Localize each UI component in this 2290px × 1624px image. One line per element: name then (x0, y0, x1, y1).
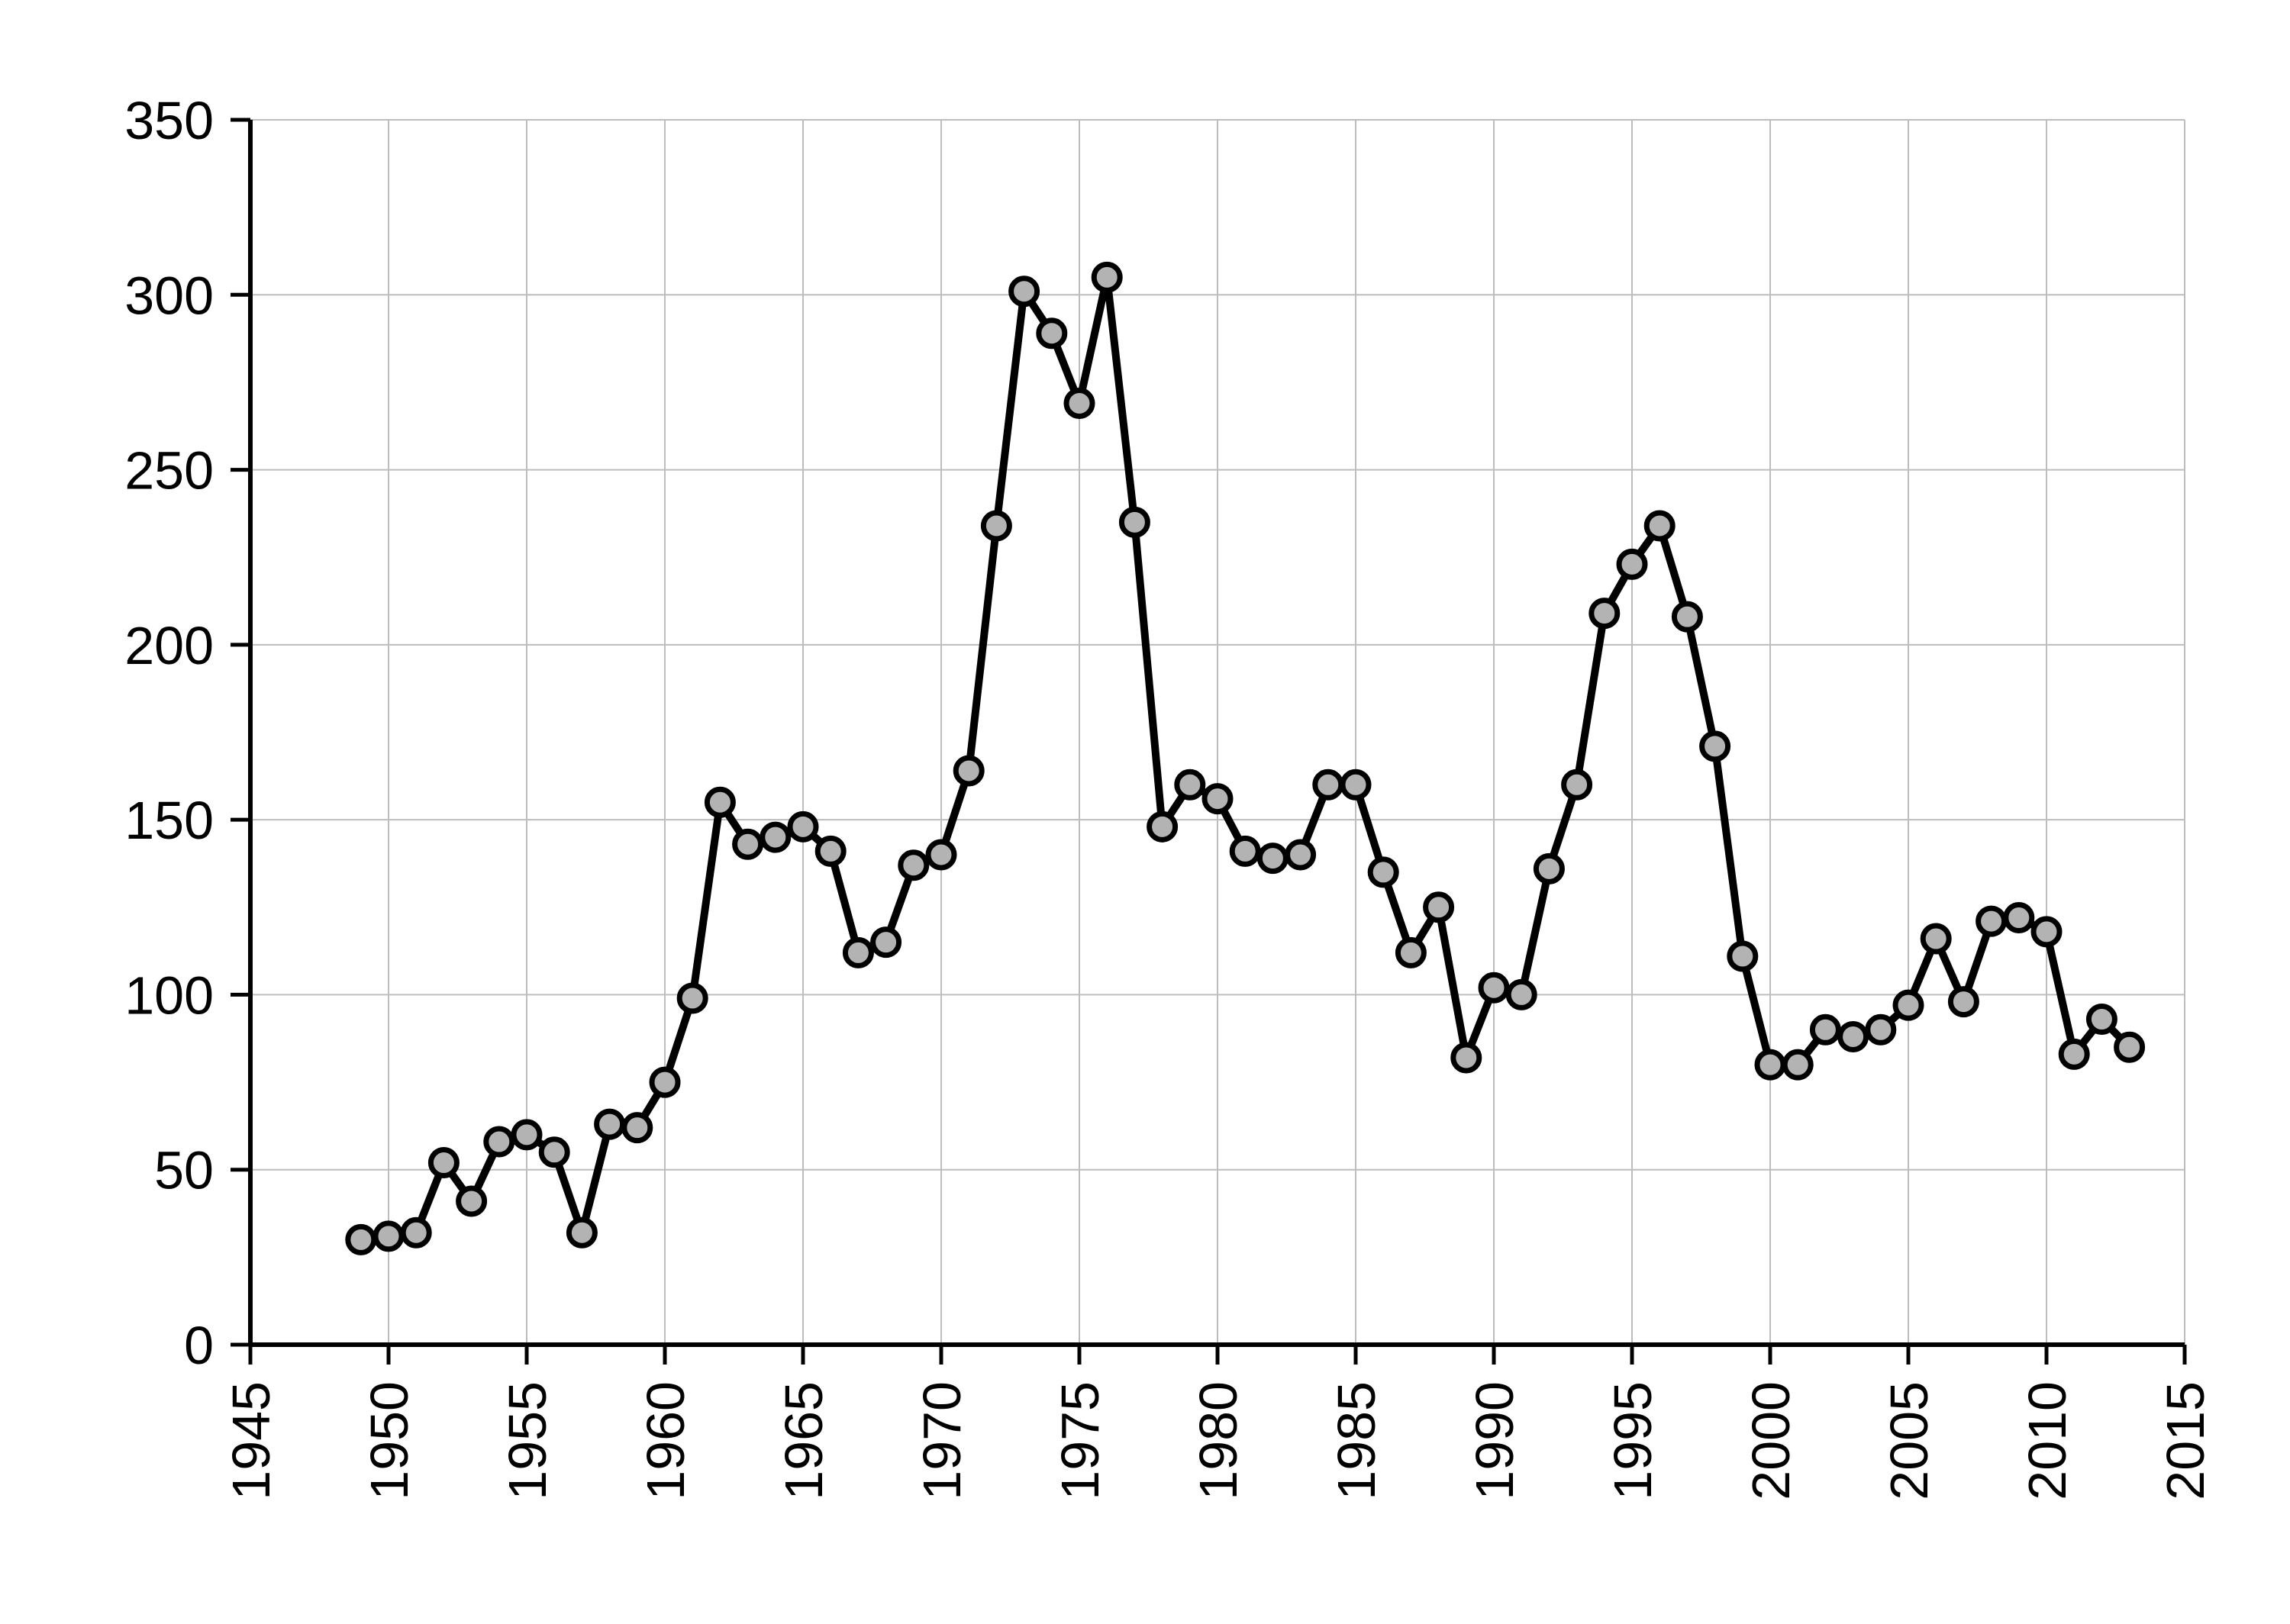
x-tick-label: 2010 (2017, 1381, 2077, 1500)
x-tick-label: 2015 (2156, 1381, 2215, 1500)
data-point (1008, 276, 1040, 308)
data-point (1036, 317, 1068, 350)
data-point (1699, 730, 1731, 762)
y-tick-label: 250 (124, 441, 214, 501)
data-point (649, 1066, 681, 1098)
data-point (1616, 548, 1648, 580)
data-series (345, 261, 2146, 1255)
x-tick-label: 1985 (1327, 1381, 1386, 1500)
data-point (953, 755, 985, 787)
y-tick-label: 300 (124, 266, 214, 325)
data-point (1147, 810, 1179, 843)
y-tick-label: 150 (124, 791, 214, 850)
data-point (566, 1216, 598, 1249)
data-point (732, 828, 764, 860)
data-point (1285, 839, 1317, 871)
data-point (2085, 1004, 2117, 1036)
data-point (814, 835, 847, 867)
data-point (373, 1220, 405, 1252)
x-tick-label: 1980 (1189, 1381, 1248, 1500)
x-tick-label: 1950 (360, 1381, 419, 1500)
data-point (1727, 940, 1759, 972)
data-point (1837, 1020, 1869, 1052)
data-point (1091, 261, 1123, 293)
y-tick-label: 200 (124, 616, 214, 675)
data-point (2114, 1031, 2146, 1063)
data-point (345, 1223, 377, 1255)
series-line (360, 276, 2133, 1246)
x-tick-label: 1970 (912, 1381, 972, 1500)
data-point (1754, 1049, 1786, 1081)
data-point (483, 1126, 515, 1158)
x-tick-label: 1955 (498, 1381, 557, 1500)
data-point (842, 936, 874, 968)
data-point (1478, 972, 1510, 1004)
data-point (427, 1147, 460, 1179)
data-point (1892, 989, 1924, 1021)
data-point (1947, 986, 1979, 1018)
data-point (621, 1112, 653, 1144)
x-tick-label: 1965 (774, 1381, 834, 1500)
x-tick-label: 1995 (1603, 1381, 1663, 1500)
data-point (1229, 835, 1261, 867)
x-tick-label: 1945 (221, 1381, 281, 1500)
data-point (456, 1185, 488, 1217)
data-point (1395, 936, 1427, 968)
data-point (1643, 510, 1676, 542)
data-point (1533, 852, 1565, 884)
x-tick-label: 1960 (636, 1381, 695, 1500)
data-point (1920, 923, 1952, 955)
y-axis-ticks: 0 50 100 150 200 250 300 350 (124, 91, 250, 1375)
data-point (870, 926, 902, 959)
data-point (594, 1108, 626, 1140)
data-point (1561, 768, 1593, 801)
data-point (1312, 768, 1344, 801)
data-point (898, 849, 930, 881)
data-point (1063, 387, 1095, 419)
data-point (2058, 1038, 2090, 1070)
data-point (676, 982, 708, 1014)
x-tick-label: 2005 (1879, 1381, 1939, 1500)
data-point (704, 786, 736, 818)
data-point (1118, 506, 1150, 538)
data-point (1671, 601, 1703, 633)
data-point (787, 810, 819, 843)
data-point (1367, 856, 1399, 888)
data-point (1976, 905, 2008, 937)
y-tick-label: 0 (184, 1316, 214, 1375)
data-point (925, 839, 957, 871)
data-point (1450, 1042, 1482, 1074)
y-tick-label: 350 (124, 91, 214, 150)
x-tick-label: 1990 (1465, 1381, 1524, 1500)
y-tick-label: 50 (154, 1141, 214, 1200)
data-point (1505, 978, 1537, 1010)
x-tick-label: 2000 (1741, 1381, 1801, 1500)
data-point (400, 1216, 432, 1249)
data-point (511, 1119, 543, 1151)
data-point (2003, 902, 2035, 934)
data-point (1782, 1049, 1814, 1081)
grid-lines (250, 119, 2185, 1345)
data-point (1588, 598, 1621, 630)
y-tick-label: 100 (124, 965, 214, 1025)
data-point (1865, 1013, 1897, 1046)
x-tick-label: 1975 (1050, 1381, 1110, 1500)
data-point (2030, 916, 2063, 948)
data-point (1174, 768, 1206, 801)
data-point (1340, 768, 1372, 801)
x-axis-ticks: 1945 1950 1955 1960 1965 1970 1975 1980 1985 1990… (221, 1345, 2215, 1500)
data-point (1423, 891, 1455, 923)
data-point (1201, 783, 1234, 815)
data-point (1809, 1013, 1841, 1046)
data-point (1256, 843, 1289, 875)
data-point (538, 1136, 570, 1168)
data-point (980, 510, 1012, 542)
data-point (760, 821, 792, 853)
